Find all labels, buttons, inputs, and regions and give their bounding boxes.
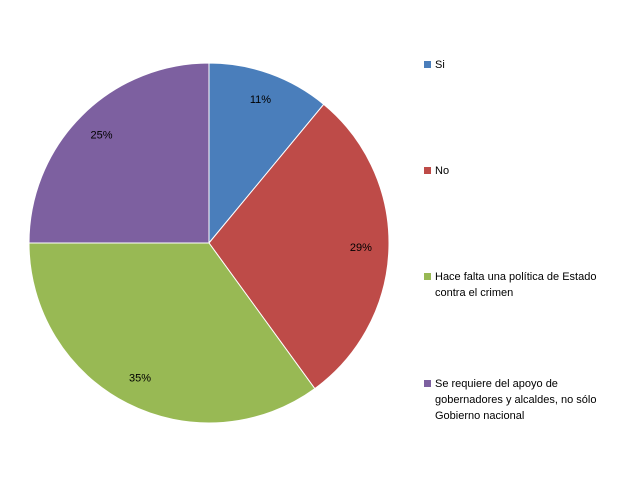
pie-slice-si xyxy=(208,62,325,245)
pie-slice-apoyo-gobernadores xyxy=(28,62,210,244)
legend-swatch-politica-de-estado xyxy=(424,273,431,280)
legend-label-si: Si xyxy=(435,59,445,71)
pie-slices xyxy=(28,62,390,424)
pie-slice-no xyxy=(208,103,390,390)
legend-label-apoyo-gobernadores: Se requiere del apoyo de gobernadores y … xyxy=(435,378,597,422)
pie-slice-politica-de-estado xyxy=(28,242,316,424)
legend-swatch-si xyxy=(424,61,431,68)
chart-legend: Si No Hace falta una política de Estado … xyxy=(424,0,624,486)
pie-chart: 11% 29% 35% 25% xyxy=(28,62,390,424)
pie-label-politica-de-estado: 35% xyxy=(129,372,151,384)
legend-item-si: Si xyxy=(424,57,624,73)
pie-label-apoyo-gobernadores: 25% xyxy=(91,130,113,142)
pie-value-labels: 11% 29% 35% 25% xyxy=(91,94,373,384)
legend-swatch-no xyxy=(424,167,431,174)
legend-item-politica-de-estado: Hace falta una política de Estado contra… xyxy=(424,269,624,301)
pie-label-si: 11% xyxy=(250,94,271,106)
legend-label-no: No xyxy=(435,165,450,177)
legend-swatch-apoyo-gobernadores xyxy=(424,380,431,387)
legend-item-apoyo-gobernadores: Se requiere del apoyo de gobernadores y … xyxy=(424,376,624,424)
legend-item-no: No xyxy=(424,163,624,179)
legend-label-politica-de-estado: Hace falta una política de Estado contra… xyxy=(435,271,597,299)
pie-label-no: 29% xyxy=(350,242,372,254)
